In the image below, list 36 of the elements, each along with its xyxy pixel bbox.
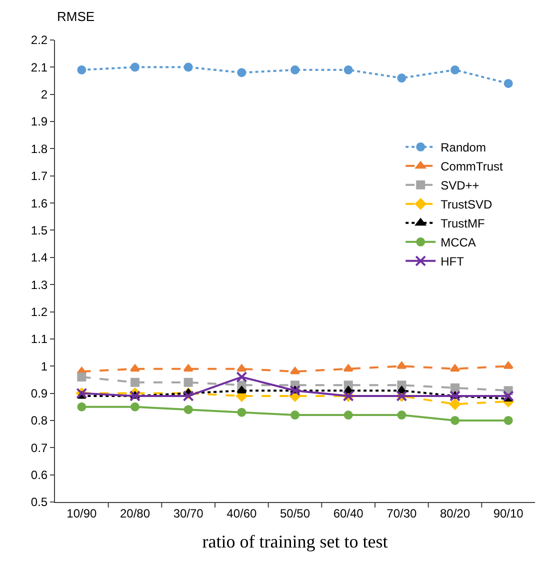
y-tick-label: 1.2	[30, 304, 48, 319]
x-tick-label: 20/80	[120, 506, 150, 520]
y-tick-label: 0.8	[30, 414, 48, 428]
x-tick-label: 30/70	[173, 506, 204, 520]
y-axis-title: RMSE	[57, 9, 95, 24]
y-tick-label: 1.5	[30, 223, 48, 238]
x-tick-label: 40/60	[226, 506, 258, 520]
y-tick-label: 1	[40, 359, 48, 374]
y-tick-label: 1.9	[30, 114, 48, 129]
legend-label: HFT	[440, 254, 465, 269]
x-tick-label: 10/90	[66, 506, 98, 520]
y-tick-label: 1.1	[30, 332, 48, 346]
y-tick-label: 2	[40, 88, 48, 102]
x-axis-title: ratio of training set to test	[202, 532, 388, 552]
y-tick-label: 1.3	[30, 278, 48, 292]
y-tick-label: 0.7	[30, 440, 48, 455]
y-tick-label: 2.1	[30, 60, 48, 74]
legend-label: CommTrust	[440, 160, 504, 174]
y-tick-label: 1.7	[30, 169, 48, 184]
y-tick-label: 1.4	[30, 250, 48, 265]
x-tick-label: 90/10	[493, 506, 524, 520]
legend-label: Random	[440, 140, 486, 155]
y-tick-label: 1.8	[30, 142, 48, 156]
y-tick-label: 0.6	[30, 468, 48, 482]
y-tick-label: 0.5	[30, 495, 48, 510]
x-tick-label: 50/50	[280, 506, 310, 520]
y-tick-label: 1.6	[30, 196, 48, 210]
y-tick-label: 2.2	[30, 33, 48, 48]
legend-label: TrustMF	[440, 216, 485, 231]
x-tick-label: 60/40	[333, 506, 364, 520]
legend-label: TrustSVD	[440, 198, 492, 212]
x-tick-label: 80/20	[440, 506, 470, 520]
x-tick-label: 70/30	[386, 506, 418, 520]
legend-label: SVD++	[440, 178, 480, 193]
legend-label: MCCA	[440, 236, 476, 250]
y-tick-label: 0.9	[30, 386, 48, 400]
